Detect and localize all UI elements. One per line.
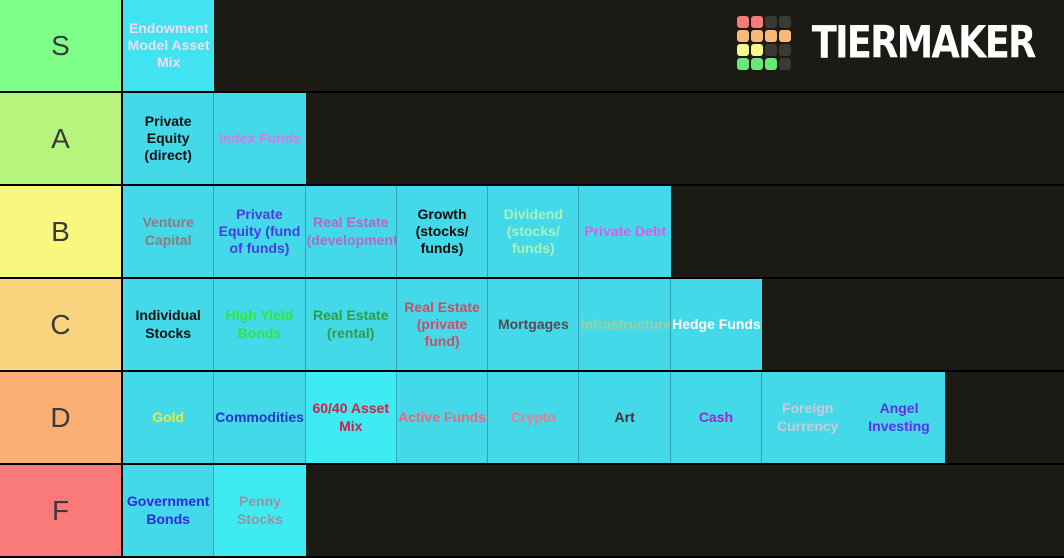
tier-item-label: Angel Investing [868, 400, 930, 434]
tier-items-b: Venture Capital Private Equity (fund of f… [123, 186, 1064, 277]
tier-item[interactable]: Foreign Currency [762, 372, 854, 463]
tier-item[interactable]: Private Equity (direct) [123, 93, 215, 184]
tier-item-label: Mortgages [497, 315, 569, 332]
tier-item-label: Dividend (stocks/​funds) [503, 205, 563, 257]
tier-row-a: A Private Equity (direct) Index Funds [0, 93, 1064, 186]
logo-square-green [750, 58, 763, 70]
logo-square-orange [764, 30, 777, 42]
logo-square-dark [778, 58, 791, 70]
tiermaker-logo-grid-icon [736, 16, 791, 70]
logo-square-red [736, 16, 749, 28]
tier-item-label: Endowment Model Asset Mix [127, 19, 210, 71]
tier-item[interactable]: Infrastructure [579, 279, 671, 370]
tier-item[interactable]: Crypto [488, 372, 580, 463]
logo-square-orange [750, 30, 763, 42]
tier-label-b[interactable]: B [0, 186, 123, 277]
logo-square-orange [736, 30, 749, 42]
logo-square-dark [778, 16, 791, 28]
tier-item-label: 60/​40 Asset Mix [312, 400, 390, 434]
tier-item[interactable]: Private Equity (fund of funds) [214, 186, 306, 277]
tier-item[interactable]: Gold [123, 372, 215, 463]
tier-row-f: F Government Bonds Penny Stocks [0, 465, 1064, 558]
tier-item[interactable]: 60/​40 Asset Mix [305, 372, 397, 463]
tier-row-s: S Endowment Model Asset Mix [0, 0, 1064, 93]
tier-item-label: Cash [698, 408, 734, 425]
tier-item[interactable]: Government Bonds [123, 465, 215, 556]
tier-item[interactable]: Cash [670, 372, 763, 463]
tier-item-label: Real Estate (development) [306, 214, 397, 248]
tier-items-f: Government Bonds Penny Stocks [123, 465, 1064, 556]
tier-items-a: Private Equity (direct) Index Funds [123, 93, 1064, 184]
tier-item[interactable]: Private Debt [579, 186, 671, 277]
tier-item[interactable]: Mortgages [488, 279, 580, 370]
tiermaker-logo: TIERMAKER [736, 16, 1044, 70]
tier-item[interactable]: Real Estate (private fund) [396, 279, 489, 370]
tier-item[interactable]: High Yield Bonds [214, 279, 306, 370]
tier-items-s: Endowment Model Asset Mix [123, 0, 1064, 91]
logo-square-dark [778, 44, 791, 56]
tier-item[interactable]: Individual Stocks [123, 279, 215, 370]
tier-label-c[interactable]: C [0, 279, 123, 370]
tier-items-d: Gold Commodities 60/​40 Asset Mix Active Fu… [123, 372, 1064, 463]
tier-item[interactable]: Index Funds [214, 93, 306, 184]
tier-item-label: Gold [152, 408, 185, 425]
tier-item-label: Art [614, 408, 635, 425]
tiermaker-logo-text: TIERMAKER [811, 17, 1037, 69]
tier-row-c: C Individual Stocks High Yield Bonds Real E… [0, 279, 1064, 372]
tier-item-label: Private Equity (fund of funds) [218, 205, 301, 257]
tier-item[interactable]: Angel Investing [853, 372, 945, 463]
tier-label-d[interactable]: D [0, 372, 123, 463]
tier-item-label: Real Estate (rental) [313, 307, 389, 341]
tier-item-label: Infrastructure [580, 315, 671, 332]
tier-item[interactable]: Dividend (stocks/​funds) [488, 186, 580, 277]
tier-item-label: Active Funds [398, 408, 486, 425]
tier-item-label: Growth (stocks/​funds) [415, 205, 469, 257]
tier-item-label: Venture Capital [142, 214, 194, 248]
tier-item[interactable]: Commodities [214, 372, 306, 463]
tier-item[interactable]: Hedge Funds [670, 279, 763, 370]
tier-item-label: High Yield Bonds [225, 307, 294, 341]
tier-item-label: Commodities [215, 408, 304, 425]
logo-square-dark [764, 44, 777, 56]
tier-item[interactable]: Growth (stocks/​funds) [396, 186, 489, 277]
tier-item[interactable]: Real Estate (development) [305, 186, 397, 277]
tier-item-label: Real Estate (private fund) [404, 298, 480, 350]
logo-square-yellow [750, 44, 763, 56]
tier-item-label: Index Funds [218, 129, 302, 146]
tier-item-label: Private Equity (direct) [144, 112, 192, 164]
tier-item[interactable]: Active Funds [396, 372, 489, 463]
logo-square-yellow [736, 44, 749, 56]
logo-square-dark [764, 16, 777, 28]
logo-square-red [750, 16, 763, 28]
tier-item[interactable]: Penny Stocks [214, 465, 306, 556]
logo-square-green [736, 58, 749, 70]
tier-item[interactable]: Art [579, 372, 671, 463]
tier-item-label: Hedge Funds [672, 315, 761, 332]
tier-label-a[interactable]: A [0, 93, 123, 184]
tier-item[interactable]: Real Estate (rental) [305, 279, 397, 370]
tier-items-c: Individual Stocks High Yield Bonds Real Es… [123, 279, 1064, 370]
tier-item-label: Government Bonds [126, 493, 210, 527]
tier-item-label: Private Debt [584, 222, 666, 239]
tier-label-f[interactable]: F [0, 465, 123, 556]
tier-item-label: Foreign Currency [776, 400, 839, 434]
tier-row-d: D Gold Commodities 60/​40 Asset Mix Active F… [0, 372, 1064, 465]
logo-square-orange [778, 30, 791, 42]
tier-item-label: Crypto [510, 408, 556, 425]
tier-item-label: Penny Stocks [236, 493, 283, 527]
tier-item[interactable]: Venture Capital [123, 186, 215, 277]
tier-item-label: Individual Stocks [135, 307, 201, 341]
tier-row-b: B Venture Capital Private Equity (fund of … [0, 186, 1064, 279]
tier-label-s[interactable]: S [0, 0, 123, 91]
tier-item[interactable]: Endowment Model Asset Mix [123, 0, 215, 91]
logo-square-green [764, 58, 777, 70]
